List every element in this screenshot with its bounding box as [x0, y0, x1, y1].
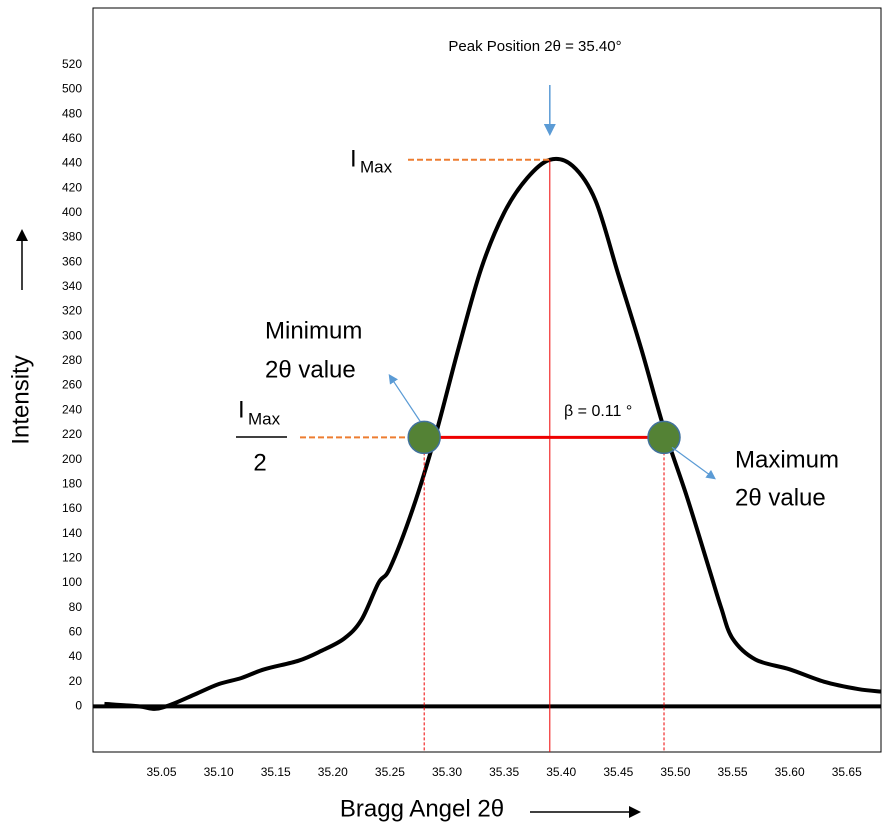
y-tick-label: 320 [62, 304, 82, 318]
x-tick-label: 35.35 [489, 765, 519, 779]
y-tick-label: 220 [62, 427, 82, 441]
y-tick-label: 440 [62, 156, 82, 170]
half-symbol: I [238, 396, 245, 423]
half-point [407, 420, 441, 455]
plot-frame [92, 7, 882, 753]
half-denominator: 2 [253, 449, 266, 476]
y-axis-title: Intensity [7, 355, 34, 444]
y-tick-label: 140 [62, 526, 82, 540]
y-tick-label: 380 [62, 230, 82, 244]
y-tick-label: 240 [62, 402, 82, 416]
x-tick-label: 35.45 [603, 765, 633, 779]
x-tick-label: 35.30 [432, 765, 462, 779]
y-tick-label: 180 [62, 476, 82, 490]
y-tick-label: 420 [62, 180, 82, 194]
x-tick-label: 35.15 [261, 765, 291, 779]
y-tick-label: 200 [62, 452, 82, 466]
max-arrow [671, 446, 716, 480]
y-tick-label: 0 [75, 699, 82, 713]
min-label: Minimum [265, 317, 362, 344]
x-tick-label: 35.05 [147, 765, 177, 779]
y-tick-label: 280 [62, 353, 82, 367]
y-tick-label: 160 [62, 501, 82, 515]
y-tick-label: 120 [62, 550, 82, 564]
max-label: Maximum [735, 446, 839, 473]
y-tick-label: 40 [69, 649, 83, 663]
peak-label: Peak Position 2θ = 35.40° [448, 38, 621, 55]
half-subscript: Max [248, 409, 281, 428]
x-tick-label: 35.20 [318, 765, 348, 779]
y-tick-label: 460 [62, 131, 82, 145]
y-tick-label: 340 [62, 279, 82, 293]
y-tick-label: 360 [62, 254, 82, 268]
min-arrow [388, 374, 421, 422]
x-tick-label: 35.55 [718, 765, 748, 779]
y-tick-label: 100 [62, 575, 82, 589]
y-tick-label: 480 [62, 106, 82, 120]
x-tick-label: 35.25 [375, 765, 405, 779]
y-tick-label: 300 [62, 328, 82, 342]
half-point [647, 420, 681, 455]
x-axis-title: Bragg Angel 2θ [340, 795, 504, 822]
x-tick-label: 35.60 [775, 765, 805, 779]
x-tick-label: 35.65 [832, 765, 862, 779]
y-tick-label: 80 [69, 600, 83, 614]
x-tick-label: 35.10 [204, 765, 234, 779]
imax-subscript: Max [360, 157, 393, 176]
y-tick-label: 520 [62, 57, 82, 71]
y-tick-label: 400 [62, 205, 82, 219]
max-label: 2θ value [735, 484, 826, 511]
y-tick-label: 500 [62, 82, 82, 96]
x-tick-label: 35.40 [546, 765, 576, 779]
min-label: 2θ value [265, 356, 356, 383]
y-tick-label: 60 [69, 624, 83, 638]
x-tick-label: 35.50 [660, 765, 690, 779]
imax-symbol: I [350, 145, 357, 172]
y-tick-label: 20 [69, 674, 83, 688]
curve [104, 156, 882, 711]
beta-label: β = 0.11 ° [564, 403, 632, 420]
y-tick-label: 260 [62, 378, 82, 392]
